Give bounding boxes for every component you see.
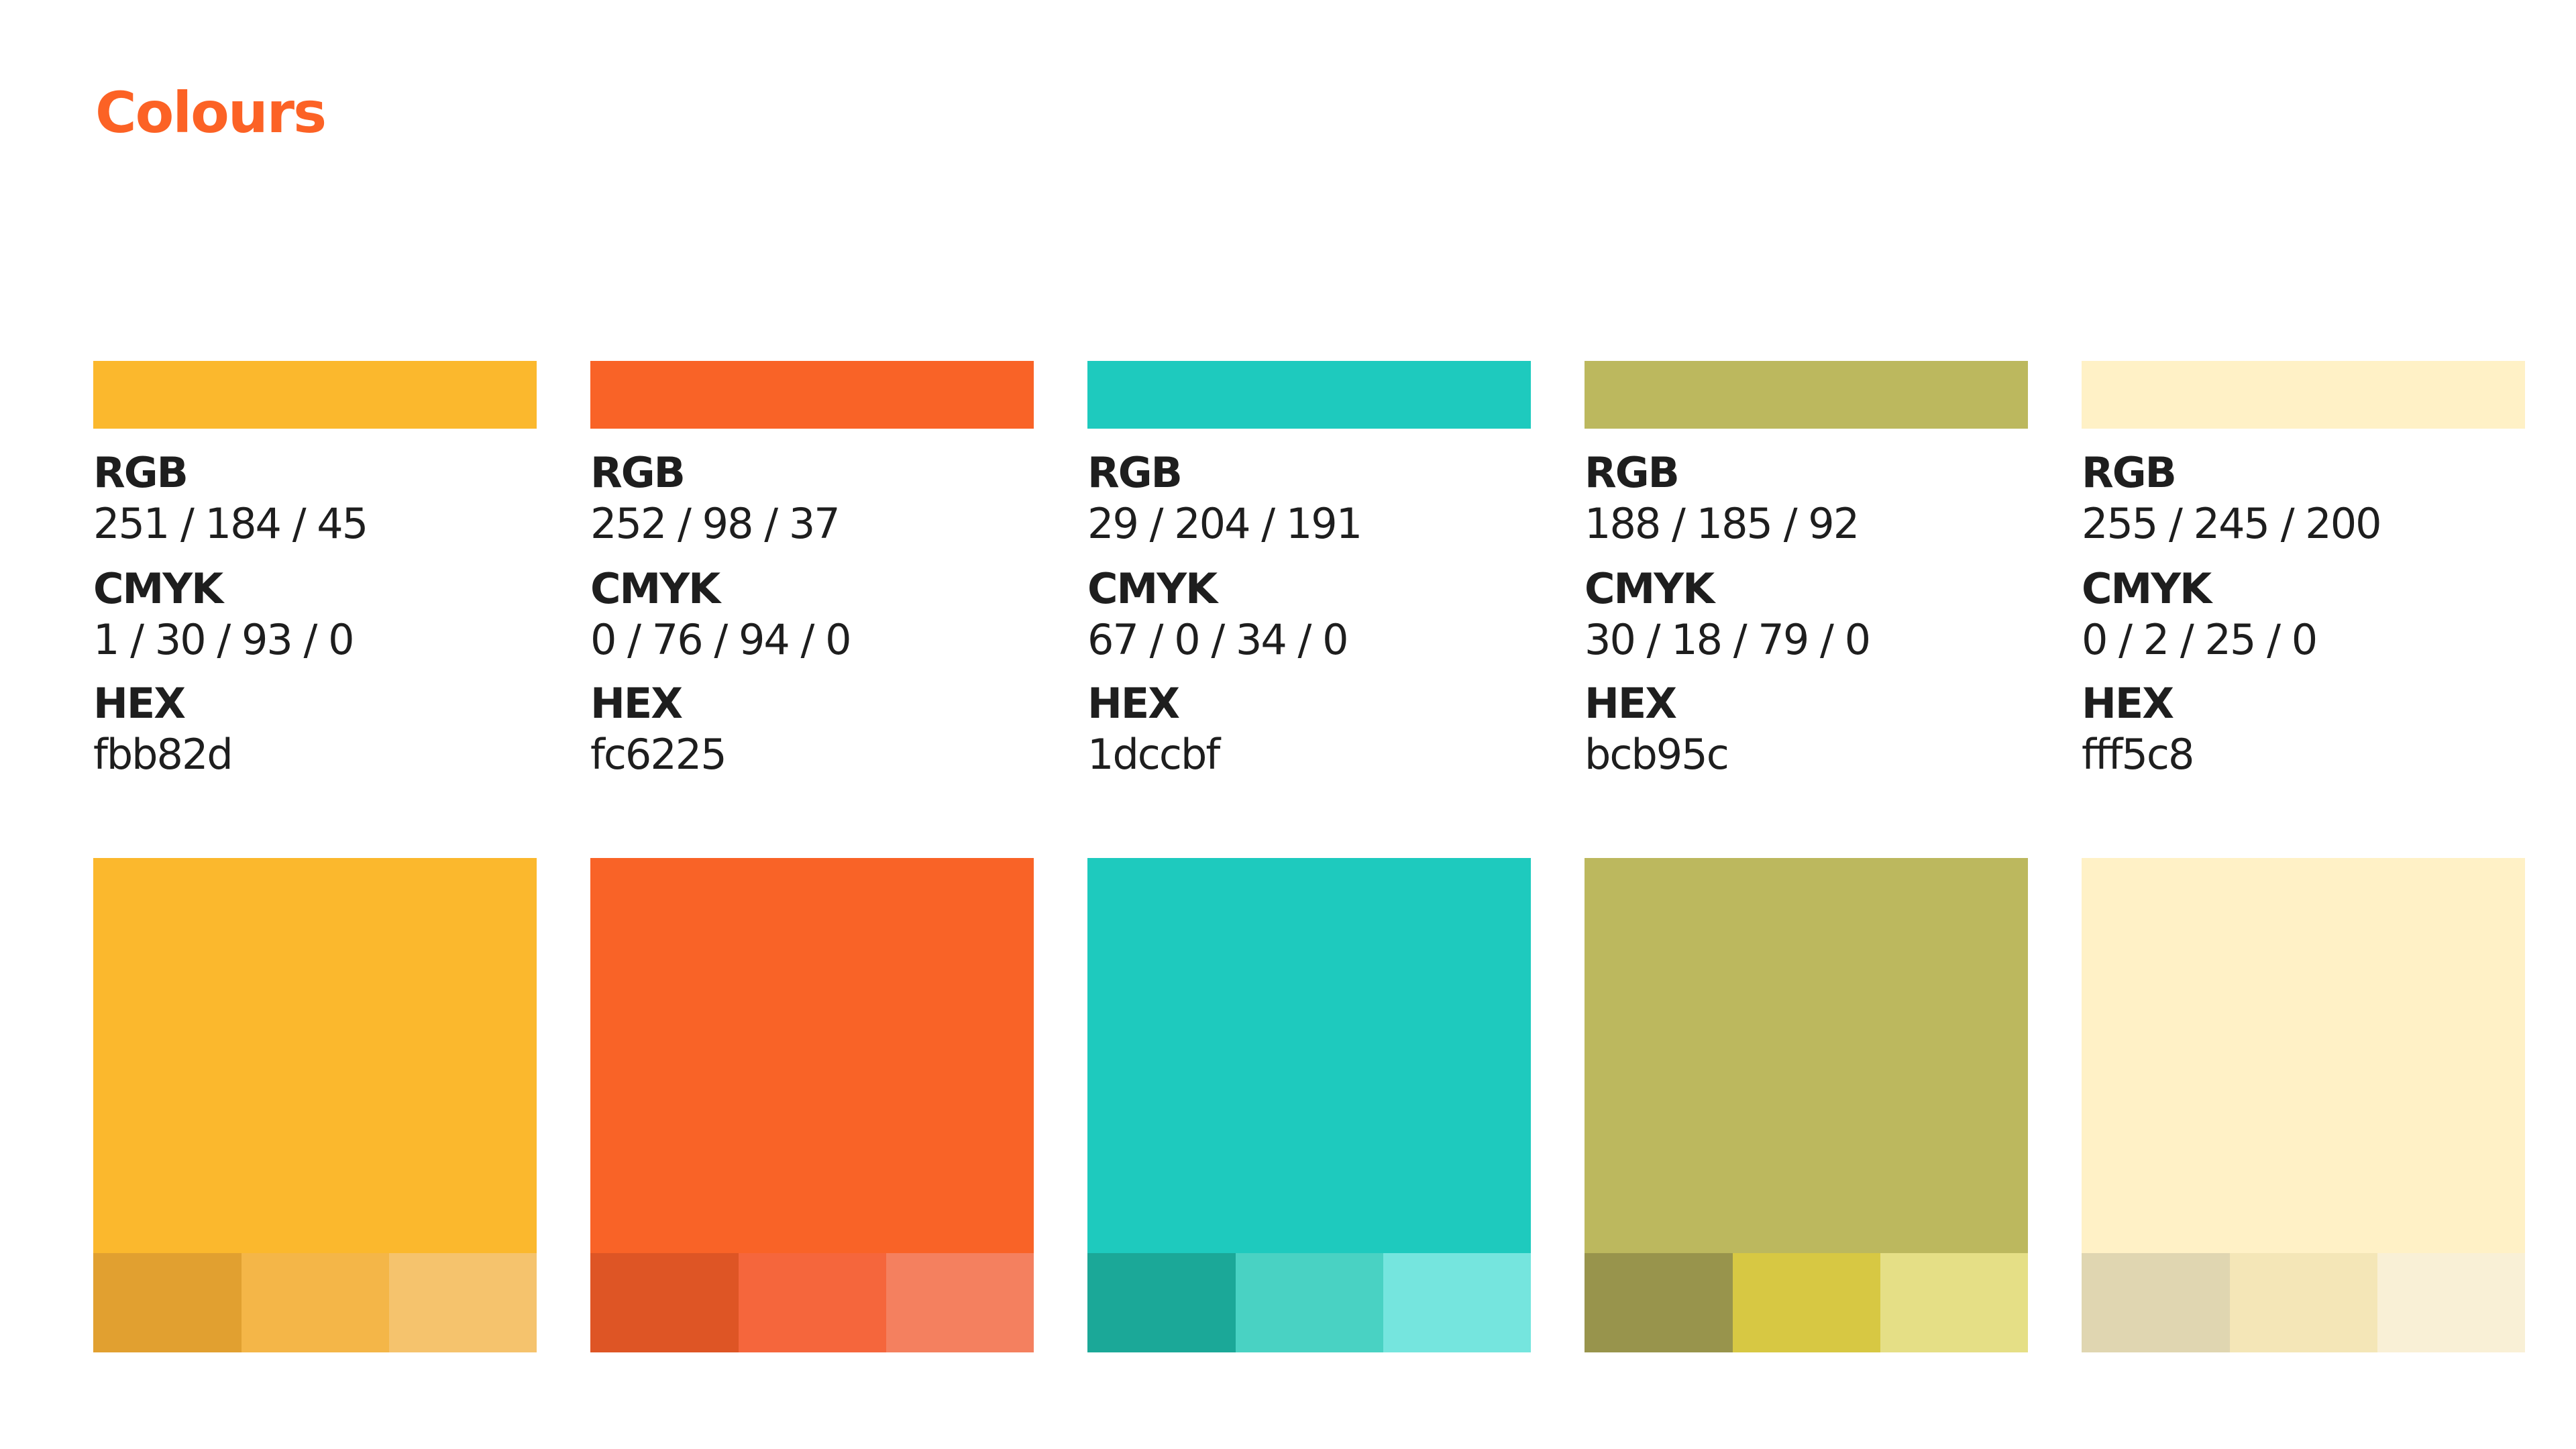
rgb-label: RGB (1585, 448, 1680, 497)
cmyk-label: CMYK (2082, 564, 2212, 613)
colour-swatch-main (590, 858, 1034, 1253)
hex-label: HEX (2082, 679, 2174, 728)
colour-specs: RGB 188 / 185 / 92 CMYK 30 / 18 / 79 / 0… (1585, 429, 2028, 858)
rgb-label: RGB (590, 448, 686, 497)
tint-swatch (1383, 1253, 1531, 1352)
tint-swatch (590, 1253, 739, 1352)
tint-swatch (2377, 1253, 2525, 1352)
colour-specs: RGB 255 / 245 / 200 CMYK 0 / 2 / 25 / 0 … (2082, 429, 2525, 858)
rgb-value: 29 / 204 / 191 (1087, 499, 1362, 548)
hex-label: HEX (590, 679, 683, 728)
colour-card: RGB 29 / 204 / 191 CMYK 67 / 0 / 34 / 0 … (1087, 361, 1531, 1352)
tint-swatch (1236, 1253, 1383, 1352)
cmyk-value: 0 / 76 / 94 / 0 (590, 615, 852, 664)
colour-swatch-large (2082, 858, 2525, 1352)
cmyk-value: 0 / 2 / 25 / 0 (2082, 615, 2318, 664)
cmyk-label: CMYK (93, 564, 223, 613)
tint-swatch (1585, 1253, 1733, 1352)
tint-swatch (389, 1253, 537, 1352)
colour-swatch-large (590, 858, 1034, 1352)
tint-swatch (886, 1253, 1034, 1352)
tint-swatch (93, 1253, 241, 1352)
cmyk-value: 67 / 0 / 34 / 0 (1087, 615, 1349, 664)
rgb-value: 252 / 98 / 37 (590, 499, 841, 548)
colour-swatch-large (1087, 858, 1531, 1352)
cmyk-value: 30 / 18 / 79 / 0 (1585, 615, 1871, 664)
hex-value: 1dccbf (1087, 730, 1220, 779)
colour-swatch-large (1585, 858, 2028, 1352)
rgb-label: RGB (1087, 448, 1183, 497)
hex-value: fbb82d (93, 730, 233, 779)
cmyk-value: 1 / 30 / 93 / 0 (93, 615, 355, 664)
hex-value: fc6225 (590, 730, 727, 779)
cmyk-label: CMYK (1585, 564, 1715, 613)
colour-card: RGB 255 / 245 / 200 CMYK 0 / 2 / 25 / 0 … (2082, 361, 2525, 1352)
colour-specs: RGB 29 / 204 / 191 CMYK 67 / 0 / 34 / 0 … (1087, 429, 1531, 858)
colour-palette: RGB 251 / 184 / 45 CMYK 1 / 30 / 93 / 0 … (93, 361, 2525, 1352)
tint-row (590, 1253, 1034, 1352)
rgb-value: 251 / 184 / 45 (93, 499, 368, 548)
hex-value: fff5c8 (2082, 730, 2194, 779)
colour-swatch-bar (93, 361, 537, 429)
tint-swatch (1087, 1253, 1236, 1352)
colour-specs: RGB 251 / 184 / 45 CMYK 1 / 30 / 93 / 0 … (93, 429, 537, 858)
colour-specs: RGB 252 / 98 / 37 CMYK 0 / 76 / 94 / 0 H… (590, 429, 1034, 858)
colour-swatch-main (2082, 858, 2525, 1253)
cmyk-label: CMYK (1087, 564, 1218, 613)
tint-swatch (2230, 1253, 2377, 1352)
colour-card: RGB 251 / 184 / 45 CMYK 1 / 30 / 93 / 0 … (93, 361, 537, 1352)
colour-swatch-main (1087, 858, 1531, 1253)
hex-value: bcb95c (1585, 730, 1729, 779)
tint-row (93, 1253, 537, 1352)
hex-label: HEX (93, 679, 186, 728)
tint-row (1585, 1253, 2028, 1352)
page-title: Colours (95, 80, 327, 146)
rgb-value: 255 / 245 / 200 (2082, 499, 2382, 548)
tint-swatch (241, 1253, 389, 1352)
tint-row (2082, 1253, 2525, 1352)
colour-swatch-bar (1585, 361, 2028, 429)
colour-card: RGB 188 / 185 / 92 CMYK 30 / 18 / 79 / 0… (1585, 361, 2028, 1352)
tint-swatch (2082, 1253, 2230, 1352)
colour-swatch-main (1585, 858, 2028, 1253)
colour-swatch-main (93, 858, 537, 1253)
tint-row (1087, 1253, 1531, 1352)
colour-swatch-bar (2082, 361, 2525, 429)
tint-swatch (1880, 1253, 2028, 1352)
colour-card: RGB 252 / 98 / 37 CMYK 0 / 76 / 94 / 0 H… (590, 361, 1034, 1352)
hex-label: HEX (1087, 679, 1180, 728)
tint-swatch (1733, 1253, 1880, 1352)
rgb-label: RGB (93, 448, 189, 497)
colour-swatch-bar (1087, 361, 1531, 429)
tint-swatch (739, 1253, 886, 1352)
cmyk-label: CMYK (590, 564, 720, 613)
colour-swatch-large (93, 858, 537, 1352)
rgb-label: RGB (2082, 448, 2177, 497)
hex-label: HEX (1585, 679, 1677, 728)
rgb-value: 188 / 185 / 92 (1585, 499, 1860, 548)
colour-swatch-bar (590, 361, 1034, 429)
